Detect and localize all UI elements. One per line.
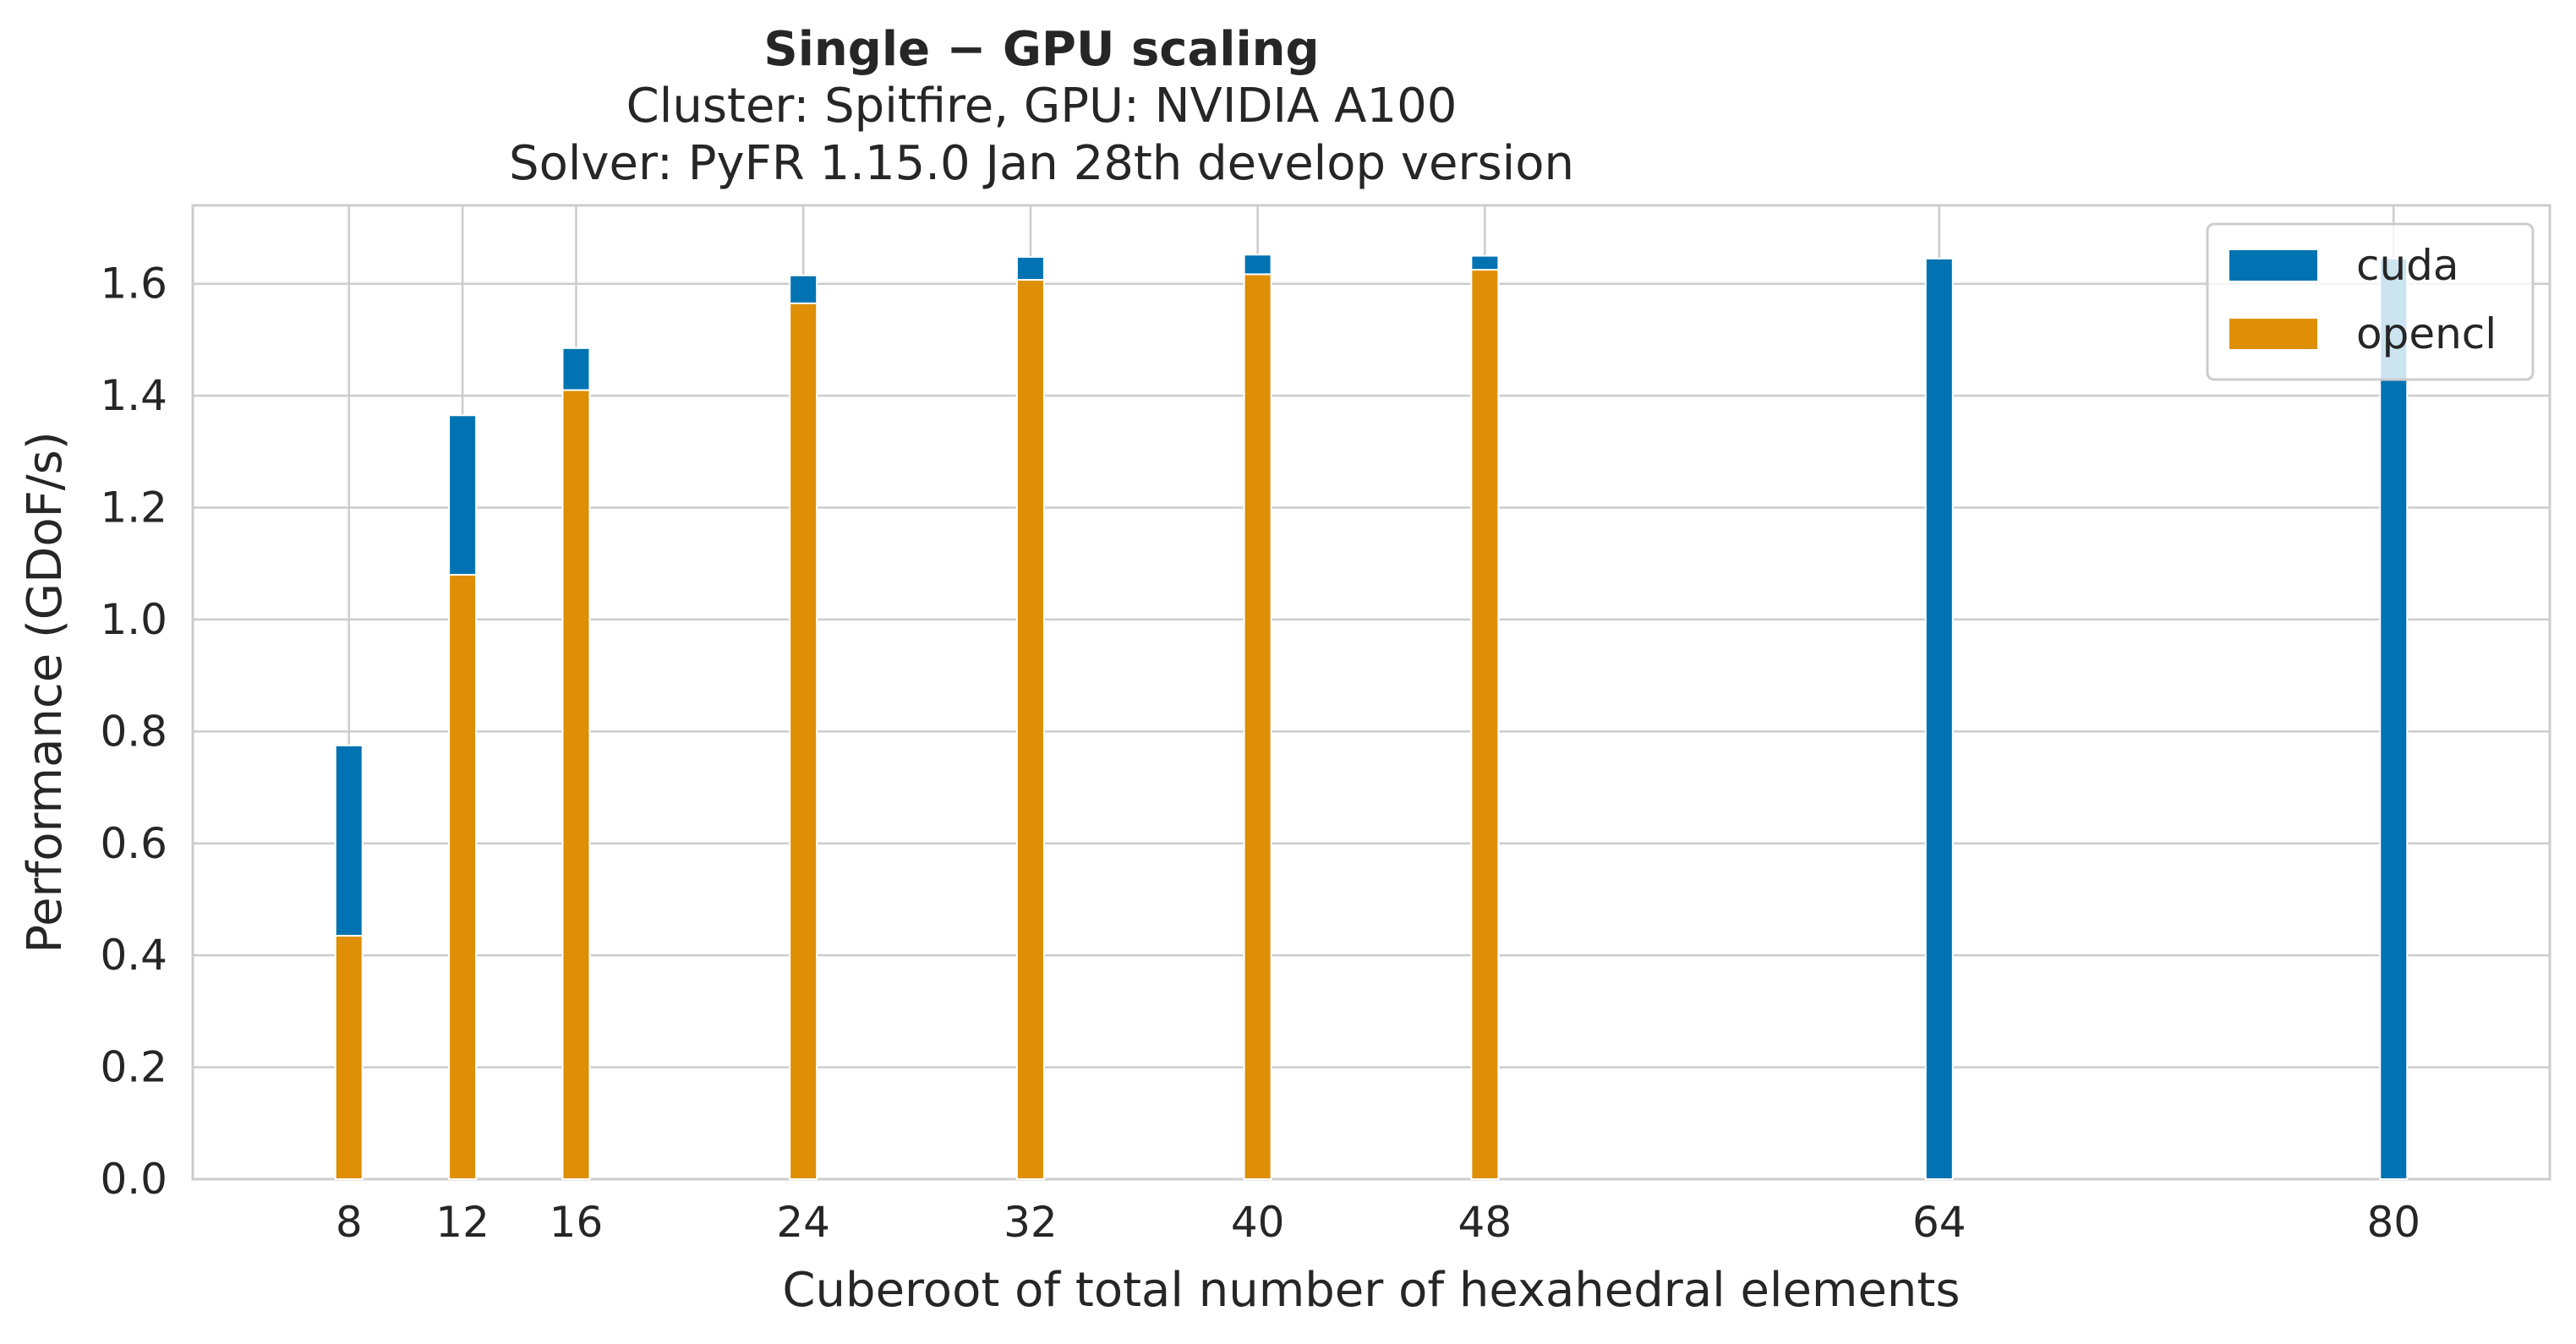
y-axis-label: Performance (GDoF/s) — [18, 431, 73, 953]
bar-cuda-80 — [2379, 257, 2409, 1180]
x-tick-label: 8 — [336, 1198, 363, 1247]
x-tick-label: 64 — [1912, 1198, 1966, 1247]
plot-background — [191, 204, 2551, 1181]
legend-label-opencl: opencl — [2356, 309, 2497, 358]
tick-labels: 0.0 0.2 0.4 0.6 0.8 1.0 1.2 1.4 1.6 8 12 16 24 32 40 48… — [100, 260, 2420, 1247]
x-tick-label: 24 — [776, 1198, 830, 1247]
y-tick-label: 1.0 — [100, 595, 167, 644]
chart-subtitle-line-1: Cluster: Spitfire, GPU: NVIDIA A100 — [626, 79, 1458, 134]
legend: cuda opencl — [2206, 222, 2535, 381]
y-tick-label: 0.0 — [100, 1155, 167, 1204]
x-tick-label: 32 — [1004, 1198, 1058, 1247]
bar-opencl-12 — [448, 573, 478, 1180]
bar-opencl-48 — [1470, 269, 1500, 1180]
chart-subtitle-line-2: Solver: PyFR 1.15.0 Jan 28th develop ver… — [509, 136, 1574, 191]
y-tick-label: 1.4 — [100, 371, 167, 420]
bar-opencl-16 — [561, 389, 591, 1180]
x-tick-label: 12 — [435, 1198, 489, 1247]
y-tick-label: 0.6 — [100, 819, 167, 868]
chart-title: Single − GPU scaling — [763, 22, 1319, 77]
legend-swatch-opencl — [2229, 319, 2317, 349]
y-tick-label: 1.6 — [100, 260, 167, 309]
bar-opencl-24 — [789, 302, 818, 1180]
x-tick-label: 16 — [550, 1198, 604, 1247]
x-tick-label: 40 — [1231, 1198, 1285, 1247]
bar-opencl-8 — [334, 935, 364, 1180]
x-axis-label: Cuberoot of total number of hexahedral e… — [782, 1263, 1960, 1318]
y-tick-label: 0.2 — [100, 1043, 167, 1092]
bar-opencl-32 — [1015, 279, 1045, 1180]
legend-swatch-cuda — [2229, 250, 2317, 281]
y-tick-label: 0.4 — [100, 931, 167, 980]
legend-label-cuda: cuda — [2356, 241, 2459, 290]
bar-opencl-40 — [1243, 273, 1272, 1181]
x-tick-label: 80 — [2366, 1198, 2420, 1247]
y-tick-label: 1.2 — [100, 484, 167, 533]
bar-cuda-64 — [1924, 257, 1954, 1180]
bars — [334, 254, 2409, 1181]
y-tick-label: 0.8 — [100, 707, 167, 756]
x-tick-label: 48 — [1458, 1198, 1512, 1247]
